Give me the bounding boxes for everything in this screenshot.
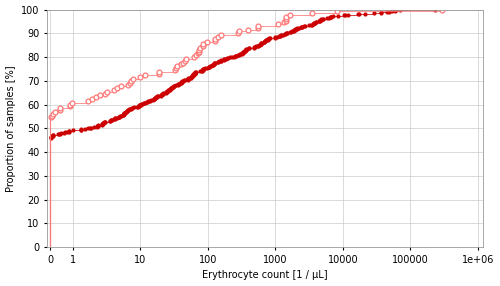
X-axis label: Erythrocyte count [1 / μL]: Erythrocyte count [1 / μL] bbox=[202, 271, 328, 281]
Y-axis label: Proportion of samples [%]: Proportion of samples [%] bbox=[6, 65, 16, 192]
